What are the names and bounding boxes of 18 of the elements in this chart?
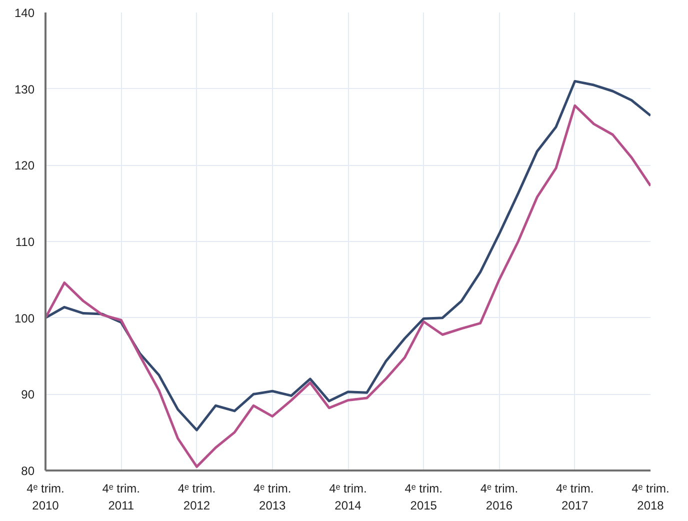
y-tick-label: 120 <box>14 158 35 173</box>
x-tick-label: 4ᵉ trim. 2010 <box>26 482 64 512</box>
y-tick-label: 130 <box>14 82 35 96</box>
y-tick-label: 80 <box>21 464 35 478</box>
y-tick-label: 100 <box>14 311 35 326</box>
x-tick-label: 4ᵉ trim. 2016 <box>480 482 518 512</box>
x-tick-label: 4ᵉ trim. 2012 <box>178 482 216 512</box>
x-tick-label: 4ᵉ trim. 2013 <box>253 482 292 512</box>
x-tick-label: 4ᵉ trim. 2014 <box>329 482 367 512</box>
x-tick-label: 4ᵉ trim. 2017 <box>556 482 594 512</box>
line-series <box>46 104 650 468</box>
x-tick-label: 4ᵉ trim. 2018 <box>632 482 670 512</box>
y-tick-label: 110 <box>15 235 35 249</box>
y-tick-label: 90 <box>21 388 35 402</box>
x-tick-label: 4ᵉ trim. 2015 <box>404 482 443 512</box>
x-tick-label: 4ᵉ trim. 2011 <box>102 482 140 512</box>
y-tick-label: 140 <box>14 6 35 20</box>
line-series <box>46 80 650 432</box>
